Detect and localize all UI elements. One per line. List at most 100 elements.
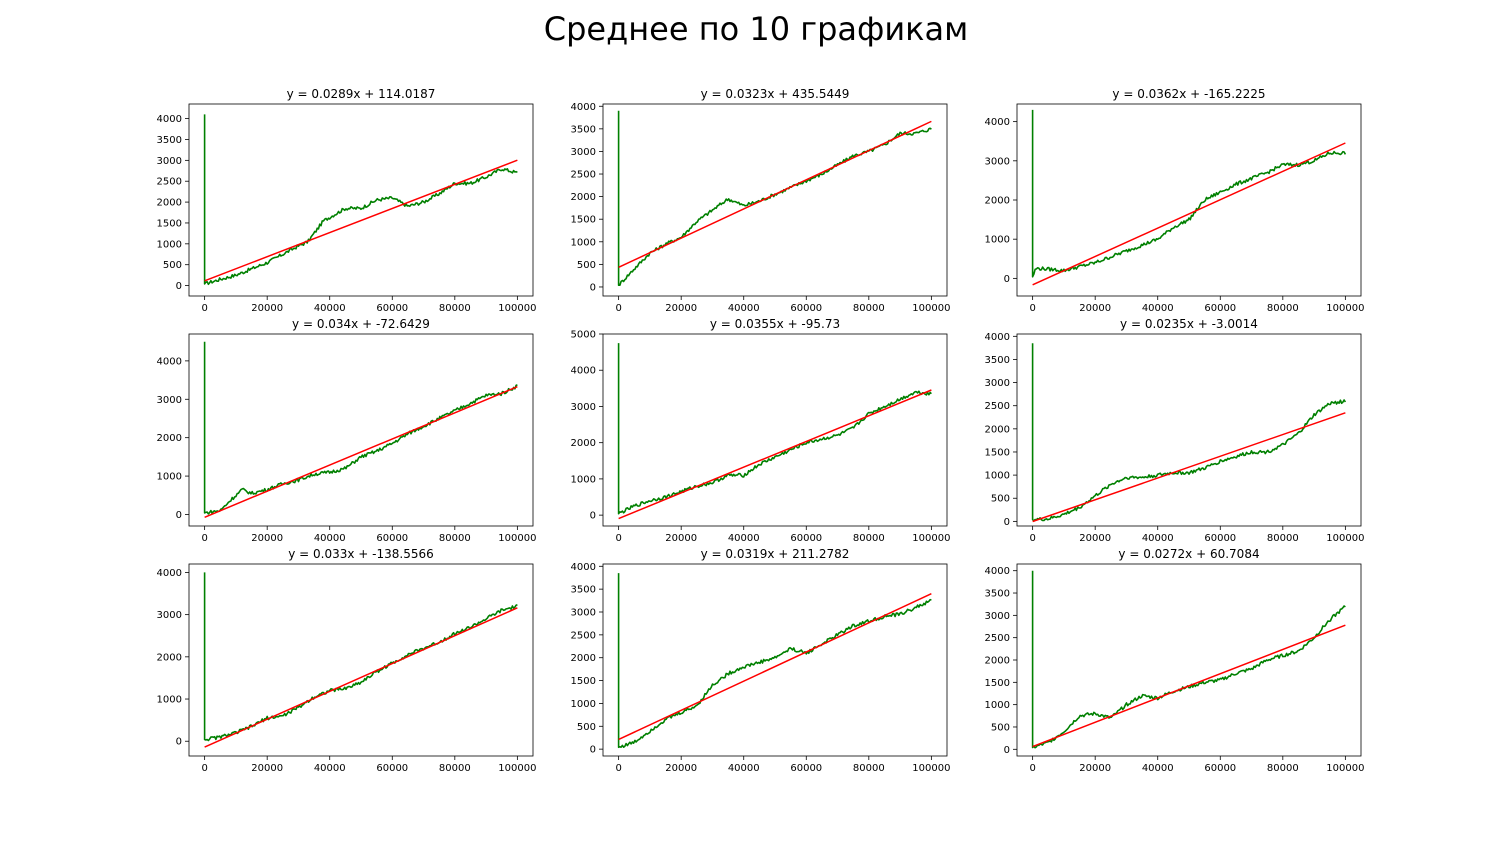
y-tick-label: 3500 bbox=[985, 589, 1010, 600]
y-tick-label: 3000 bbox=[571, 402, 596, 413]
x-tick-label: 100000 bbox=[1326, 533, 1364, 544]
fit-line bbox=[618, 120, 932, 268]
x-tick-label: 100000 bbox=[498, 533, 536, 544]
x-tick-label: 0 bbox=[615, 763, 621, 774]
x-tick-label: 60000 bbox=[1204, 303, 1236, 314]
x-tick-label: 20000 bbox=[251, 763, 283, 774]
x-tick-label: 60000 bbox=[1204, 533, 1236, 544]
x-tick-label: 20000 bbox=[1079, 763, 1111, 774]
x-tick-label: 80000 bbox=[439, 303, 471, 314]
x-tick-label: 20000 bbox=[1079, 303, 1111, 314]
fit-line bbox=[204, 159, 518, 282]
y-tick-label: 500 bbox=[577, 722, 596, 733]
data-series-line bbox=[203, 114, 518, 286]
x-tick-label: 80000 bbox=[853, 303, 885, 314]
y-tick-label: 500 bbox=[991, 722, 1010, 733]
subplot-title: y = 0.0362x + -165.2225 bbox=[1112, 87, 1265, 101]
subplot-title: y = 0.0323x + 435.5449 bbox=[701, 87, 850, 101]
x-tick-label: 80000 bbox=[853, 533, 885, 544]
subplot-title: y = 0.0235x + -3.0014 bbox=[1120, 317, 1258, 331]
y-tick-label: 1500 bbox=[157, 218, 182, 229]
subplot-title: y = 0.034x + -72.6429 bbox=[292, 317, 430, 331]
y-tick-label: 1000 bbox=[571, 237, 596, 248]
y-tick-label: 2000 bbox=[571, 653, 596, 664]
y-tick-label: 0 bbox=[590, 511, 596, 522]
y-tick-label: 4000 bbox=[571, 102, 596, 113]
y-tick-label: 500 bbox=[163, 260, 182, 271]
x-tick-label: 80000 bbox=[1267, 763, 1299, 774]
y-tick-label: 2000 bbox=[157, 433, 182, 444]
y-tick-label: 1000 bbox=[985, 235, 1010, 246]
y-tick-label: 4000 bbox=[157, 356, 182, 367]
y-tick-label: 0 bbox=[176, 281, 182, 292]
y-tick-label: 1500 bbox=[571, 676, 596, 687]
y-tick-label: 3000 bbox=[157, 610, 182, 621]
data-series-line bbox=[1031, 343, 1347, 522]
x-tick-label: 100000 bbox=[1326, 763, 1364, 774]
x-tick-label: 80000 bbox=[439, 763, 471, 774]
y-tick-label: 4000 bbox=[157, 568, 182, 579]
data-series-line bbox=[617, 573, 932, 749]
y-tick-label: 1500 bbox=[985, 447, 1010, 458]
x-tick-label: 0 bbox=[615, 533, 621, 544]
y-tick-label: 1000 bbox=[157, 695, 182, 706]
y-tick-label: 3500 bbox=[571, 585, 596, 596]
y-tick-label: 4000 bbox=[985, 332, 1010, 343]
data-series-line bbox=[617, 110, 932, 286]
y-tick-label: 2000 bbox=[985, 196, 1010, 207]
x-tick-label: 80000 bbox=[1267, 303, 1299, 314]
axes-frame bbox=[602, 333, 948, 527]
x-tick-label: 80000 bbox=[853, 763, 885, 774]
x-tick-label: 0 bbox=[201, 303, 207, 314]
plot-area bbox=[1031, 570, 1346, 749]
y-tick-label: 3000 bbox=[157, 156, 182, 167]
y-tick-label: 3000 bbox=[157, 395, 182, 406]
y-tick-label: 0 bbox=[176, 510, 182, 521]
y-tick-label: 4000 bbox=[571, 366, 596, 377]
y-tick-label: 0 bbox=[1004, 517, 1010, 528]
y-tick-label: 2000 bbox=[157, 652, 182, 663]
x-tick-label: 80000 bbox=[439, 533, 471, 544]
y-tick-label: 1000 bbox=[985, 700, 1010, 711]
y-tick-label: 3000 bbox=[571, 608, 596, 619]
x-tick-label: 100000 bbox=[1326, 303, 1364, 314]
x-tick-label: 100000 bbox=[912, 533, 950, 544]
x-tick-label: 40000 bbox=[728, 303, 760, 314]
x-tick-label: 100000 bbox=[912, 303, 950, 314]
data-series-line bbox=[1031, 570, 1346, 749]
x-tick-label: 40000 bbox=[314, 303, 346, 314]
subplot-title: y = 0.033x + -138.5566 bbox=[288, 547, 434, 561]
y-tick-label: 500 bbox=[577, 260, 596, 271]
y-tick-label: 3000 bbox=[985, 156, 1010, 167]
plot-area bbox=[1031, 109, 1347, 286]
y-tick-label: 1500 bbox=[571, 215, 596, 226]
fit-line bbox=[1032, 412, 1346, 523]
x-tick-label: 40000 bbox=[1142, 303, 1174, 314]
y-tick-label: 500 bbox=[991, 494, 1010, 505]
y-tick-label: 1000 bbox=[571, 474, 596, 485]
y-tick-label: 2500 bbox=[571, 630, 596, 641]
x-tick-label: 20000 bbox=[665, 533, 697, 544]
plot-area bbox=[203, 341, 518, 518]
subplot-title: y = 0.0289x + 114.0187 bbox=[287, 87, 436, 101]
fit-line bbox=[618, 592, 932, 741]
y-tick-label: 0 bbox=[1004, 745, 1010, 756]
x-tick-label: 20000 bbox=[1079, 533, 1111, 544]
x-tick-label: 20000 bbox=[251, 533, 283, 544]
y-tick-label: 3500 bbox=[157, 135, 182, 146]
data-series-line bbox=[617, 343, 932, 515]
x-tick-label: 40000 bbox=[1142, 533, 1174, 544]
y-tick-label: 4000 bbox=[571, 562, 596, 573]
x-tick-label: 20000 bbox=[251, 303, 283, 314]
y-tick-label: 2000 bbox=[571, 438, 596, 449]
data-series-line bbox=[203, 341, 518, 515]
plot-area bbox=[203, 114, 518, 286]
